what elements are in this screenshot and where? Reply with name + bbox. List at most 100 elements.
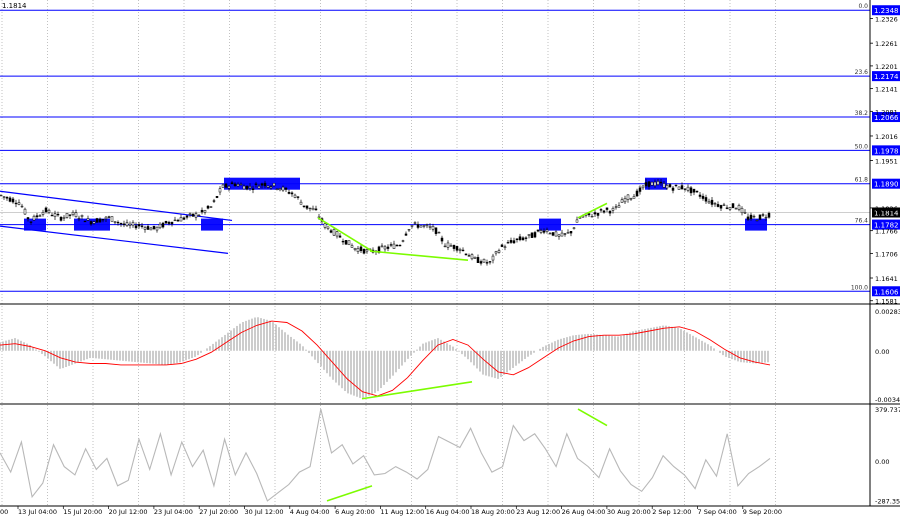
time-tick-label: 7 Sep 04:00 xyxy=(698,508,737,516)
candle-body xyxy=(0,194,3,197)
candle-body xyxy=(554,231,558,237)
candle-body xyxy=(755,219,759,222)
candle-body xyxy=(401,240,405,242)
candle-body xyxy=(326,226,330,229)
candle-body xyxy=(191,213,195,217)
candle-body xyxy=(509,240,513,243)
candle-body xyxy=(311,207,315,211)
candle-body xyxy=(443,245,447,248)
candle-body xyxy=(644,182,648,187)
candle-body xyxy=(74,212,78,218)
candle-body xyxy=(359,246,363,252)
candle-body xyxy=(521,237,525,241)
candle-body xyxy=(314,208,318,211)
fib-level-pct: 50.0 xyxy=(855,143,869,150)
candle-body xyxy=(344,240,348,245)
candle-body xyxy=(71,211,75,216)
candle-body xyxy=(8,197,12,202)
fib-level-pct: 76.4 xyxy=(855,218,869,225)
candle-body xyxy=(239,183,243,186)
candle-body xyxy=(719,205,723,209)
cci-line xyxy=(0,408,771,502)
time-tick-label: 00 xyxy=(0,508,8,516)
candle-body xyxy=(35,215,39,218)
candle-body xyxy=(290,192,294,195)
candle-body xyxy=(59,216,63,221)
candle-body xyxy=(635,190,639,197)
candle-body xyxy=(23,208,27,215)
candle-body xyxy=(761,214,765,216)
candle-body xyxy=(566,232,570,234)
candle-body xyxy=(479,261,483,264)
fib-price-label: 1.1606 xyxy=(874,288,899,296)
candle-body xyxy=(383,246,387,250)
price-divergence-line xyxy=(317,217,373,252)
candle-body xyxy=(56,213,60,216)
time-tick-label: 11 Aug 12:00 xyxy=(380,508,424,516)
fib-price-label: 1.2174 xyxy=(874,73,899,81)
candle-body xyxy=(551,232,555,236)
candle-body xyxy=(518,236,522,241)
candle-body xyxy=(152,225,156,230)
candle-body xyxy=(284,187,288,190)
candle-body xyxy=(671,187,675,191)
candle-body xyxy=(200,209,204,213)
candle-body xyxy=(614,206,618,208)
candle-body xyxy=(332,229,336,236)
osma-panel: 0.00283 0.00 -0.0034 xyxy=(0,308,900,404)
candle-body xyxy=(647,181,651,187)
candle-body xyxy=(98,218,102,223)
time-tick-label: 15 Jul 20:00 xyxy=(63,508,102,516)
candle-body xyxy=(698,194,702,197)
candle-body xyxy=(215,196,219,198)
candle-body xyxy=(107,216,111,218)
candle-body xyxy=(659,181,663,184)
candle-body xyxy=(206,205,210,209)
candle-body xyxy=(260,183,264,186)
candle-body xyxy=(347,240,351,246)
candle-body xyxy=(683,188,687,190)
fib-level-pct: 23.6 xyxy=(855,69,869,76)
osma-signal-line xyxy=(0,320,771,397)
candle-body xyxy=(281,186,285,191)
candle-body xyxy=(131,222,135,226)
candle-body xyxy=(437,232,441,234)
candle-body xyxy=(707,201,711,204)
candle-body xyxy=(104,216,108,220)
candle-body xyxy=(446,242,450,248)
candle-body xyxy=(113,221,117,223)
candle-body xyxy=(197,214,201,217)
cci-divergence-line xyxy=(326,485,373,502)
candle-body xyxy=(767,213,771,218)
candle-body xyxy=(14,202,18,205)
candle-body xyxy=(248,186,252,189)
fib-level-pct: 0.0 xyxy=(858,3,868,10)
candle-body xyxy=(287,191,291,194)
candle-body xyxy=(269,186,273,189)
candle-body xyxy=(17,202,21,205)
candle-body xyxy=(428,226,432,228)
candle-body xyxy=(557,234,561,237)
candle-body xyxy=(608,210,612,214)
candle-body xyxy=(704,197,708,202)
price-tick-label: 1.1766 xyxy=(875,228,898,236)
candle-body xyxy=(413,222,417,224)
fib-price-tag xyxy=(872,5,900,16)
level-marker xyxy=(24,218,46,231)
candle-body xyxy=(50,214,54,217)
candle-body xyxy=(536,229,540,232)
candle-body xyxy=(26,217,30,220)
candle-body xyxy=(128,223,132,226)
candle-body xyxy=(575,219,579,223)
candle-body xyxy=(533,232,537,238)
candle-body xyxy=(743,212,747,214)
price-tick-label: 1.2201 xyxy=(875,63,898,71)
candle-body xyxy=(179,217,183,222)
candle-body xyxy=(572,227,576,229)
candle-body xyxy=(656,181,660,185)
candle-body xyxy=(425,224,429,227)
candle-body xyxy=(605,207,609,210)
candle-body xyxy=(590,215,594,218)
candle-body xyxy=(242,185,246,190)
cci-tick-label: 0.00 xyxy=(875,458,889,466)
